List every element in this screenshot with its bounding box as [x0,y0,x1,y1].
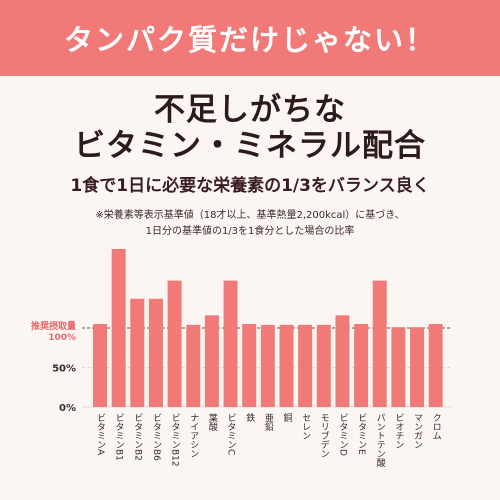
bar-19 [428,324,443,407]
x-tick-label-18: マンガン [412,413,423,449]
bar-18 [410,327,425,407]
subheading: 1食で1日に必要な栄養素の1/3をバランス良く [70,176,430,196]
heading-line-1: 不足しがちな [154,92,346,128]
x-tick-label-17: ビオチン [393,413,404,449]
footnote-line-2: 1日分の基準値の1/3を1食分とした場合の比率 [145,226,355,237]
bar-chart: 0% 50% 100%推奨摂取量 ビタミンA ビタミンB1 ビタミンB2 ビタミンB6 ビタ… [31,249,452,468]
top-banner: タンパク質だけじゃない！ [0,0,500,76]
x-tick-label-16: パントテン酸 [375,413,386,468]
x-tick-label-12: セレン [300,413,311,440]
x-tick-label-15: ビタミンE [356,413,367,455]
x-tick-label-10: 亜鉛 [263,413,274,432]
x-tick-label-14: ビタミンD [337,413,348,456]
y-tick-label-0: 0% [59,403,76,414]
bar-11 [279,324,294,407]
x-tick-label-8: ビタミンC [226,413,237,455]
bar-13 [316,324,331,407]
bar-14 [335,315,350,407]
bar-5 [167,280,182,407]
bar-4 [148,298,163,407]
x-tick-label-13: モリブデン [319,413,330,458]
reference-line-label: 推奨摂取量 [31,320,76,332]
y-tick-label-50: 50% [52,364,76,375]
banner-text: タンパク質だけじゃない！ [63,23,436,57]
x-tick-label-11: 銅 [282,412,293,422]
x-tick-label-5: ビタミンB12 [170,413,181,467]
x-tick-label-3: ビタミンB2 [132,413,143,461]
bar-10 [260,324,275,407]
bar-16 [372,280,387,407]
bar-15 [354,324,369,407]
bar-2 [111,249,126,407]
bar-7 [204,315,219,407]
x-tick-label-19: クロム [431,413,442,440]
y-tick-label-100: 100% [48,333,76,343]
x-tick-label-9: 鉄 [244,412,255,423]
x-tick-label-1: ビタミンA [95,413,106,456]
x-tick-label-7: 葉酸 [207,412,218,432]
bar-6 [186,324,201,407]
bar-9 [242,324,257,407]
bar-17 [391,327,406,407]
bar-12 [298,324,313,407]
bar-8 [223,280,238,407]
bar-1 [93,324,107,407]
heading-line-2: ビタミン・ミネラル配合 [74,128,426,164]
x-tick-label-4: ビタミンB6 [151,413,162,461]
x-tick-label-6: ナイアシン [188,413,199,458]
x-tick-label-2: ビタミンB1 [114,413,125,461]
bar-3 [130,298,145,407]
footnote-line-1: ※栄養素等表示基準値（18才以上、基準熱量2,200kcal）に基づき、 [95,210,405,221]
